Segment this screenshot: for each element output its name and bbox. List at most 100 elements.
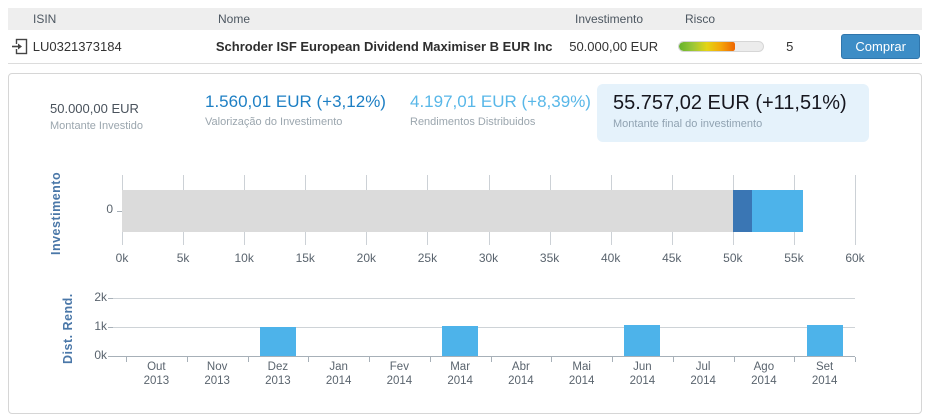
x-axis-tick [429,357,431,362]
import-arrow-icon[interactable] [11,38,29,56]
stat-valuation: 1.560,01 EUR (+3,12%) Valorização do Inv… [205,92,386,128]
x-axis-tick [369,357,370,362]
dist-rend-plot: 2k 1k 0k Out 2013 Nov 2013 Dez 2013 Jan 2014 Fev 201… [94,290,856,394]
table-header: ISIN Nome Investimento Risco [8,8,922,30]
month-label: Abr [511,361,530,373]
year-label: 2014 [568,375,595,387]
month-label: Jul [695,361,711,373]
x-axis-tick [490,357,492,362]
year-label: 2014 [629,375,656,387]
distribution-bar [259,326,296,356]
grid-line [113,298,855,299]
year-label: 2013 [265,375,291,387]
year-label: 2014 [447,375,473,387]
x-axis-tick [612,357,613,362]
risk-value: 5 [786,39,794,54]
year-label: 2013 [204,375,230,387]
distribution-bar [624,325,661,356]
x-tick-label: 0k [115,251,129,265]
distribution-bar [806,324,843,356]
bar-segment [122,190,733,232]
stat-final-amount: 55.757,02 EUR (+11,51%) Montante final d… [597,84,869,142]
bar-segment [751,190,804,232]
x-tick-label: 20k [356,251,377,265]
y-axis-tick [108,327,113,328]
x-tick-label: 15k [295,251,315,265]
investment-panel: 50.000,00 EUR Montante Investido 1.560,0… [8,73,922,414]
year-label: 2013 [143,375,170,387]
column-header-isin: ISIN [33,12,57,26]
column-header-nome: Nome [218,12,251,26]
risk-gauge-fill [679,42,735,51]
investment-stacked-bar [122,190,855,232]
category-label: Abr 2014 [490,360,552,388]
invested-label: Montante Investido [50,120,143,132]
month-label: Nov [206,361,228,373]
x-tick-label: 40k [600,251,621,265]
category-label: Jan 2014 [308,360,370,388]
year-label: 2014 [751,375,777,387]
risk-gauge [678,41,765,52]
month-label: Jun [633,361,652,373]
x-axis-tick [186,357,188,362]
y-axis-tick [117,211,122,212]
grid-line [113,327,855,328]
investment-plot: 0k 5k 10k 15k 20k 25k 30k 35k 40k 45k 50k 55k 60k [116,175,865,265]
x-tick-label: 10k [234,251,254,265]
x-axis-tick [672,357,674,362]
x-tick-label: 35k [539,251,560,265]
fund-investment: 50.000,00 EUR [569,39,659,54]
x-tick-label: 50k [723,251,743,265]
investment-y-tick: 0 [106,202,113,216]
dist-rend-axis-label: Dist. Rend. [61,293,75,365]
category-label: Set 2014 [794,360,856,388]
x-axis-tick [794,357,796,362]
year-label: 2014 [811,375,838,387]
x-axis-tick [308,357,310,362]
category-label: Fev 2014 [368,360,430,388]
x-axis-tick [551,357,553,362]
column-header-investimento: Investimento [575,12,644,26]
buy-button[interactable]: Comprar [841,34,920,59]
x-tick-label: 30k [478,251,499,265]
fund-isin: LU0321373184 [32,39,122,54]
month-label: Out [147,361,166,373]
y-axis-tick [108,356,113,357]
distribution-bar [442,325,479,356]
x-tick-label: 55k [784,251,804,265]
final-value: 55.757,02 EUR (+11,51%) [613,92,847,114]
year-label: 2014 [690,375,716,387]
x-axis-tick [247,357,249,362]
x-tick-label: 45k [662,251,682,265]
grid-line [855,175,856,245]
valuation-value: 1.560,01 EUR (+3,12%) [205,92,386,111]
x-axis-tick [855,357,856,362]
year-label: 2014 [508,375,534,387]
final-label: Montante final do investimento [613,118,763,130]
x-tick-label: 5k [176,251,190,265]
category-label: Mar 2014 [429,360,491,388]
column-header-risco: Risco [685,12,716,26]
y-tick-label: 2k [94,290,107,304]
month-label: Jan [329,361,348,373]
bar-segment [732,190,752,232]
stat-invested: 50.000,00 EUR Montante Investido [50,101,143,132]
month-label: Fev [389,361,409,373]
category-label: Out 2013 [125,360,187,388]
fund-row[interactable]: LU0321373184 Schroder ISF European Divid… [8,30,922,64]
distributed-value: 4.197,01 EUR (+8,39%) [410,92,591,111]
month-label: Mar [450,361,471,373]
y-tick-label: 0k [94,348,107,362]
x-axis-tick [733,357,735,362]
month-label: Mai [572,361,591,373]
category-label: Dez 2013 [247,360,309,388]
month-label: Set [815,361,834,373]
category-label: Mai 2014 [551,360,613,388]
x-axis-line [113,356,855,357]
y-tick-label: 1k [94,319,107,333]
month-label: Ago [753,361,775,373]
category-label: Ago 2014 [733,360,795,388]
valuation-label: Valorização do Investimento [205,116,343,128]
fund-name: Schroder ISF European Dividend Maximiser… [215,39,553,54]
